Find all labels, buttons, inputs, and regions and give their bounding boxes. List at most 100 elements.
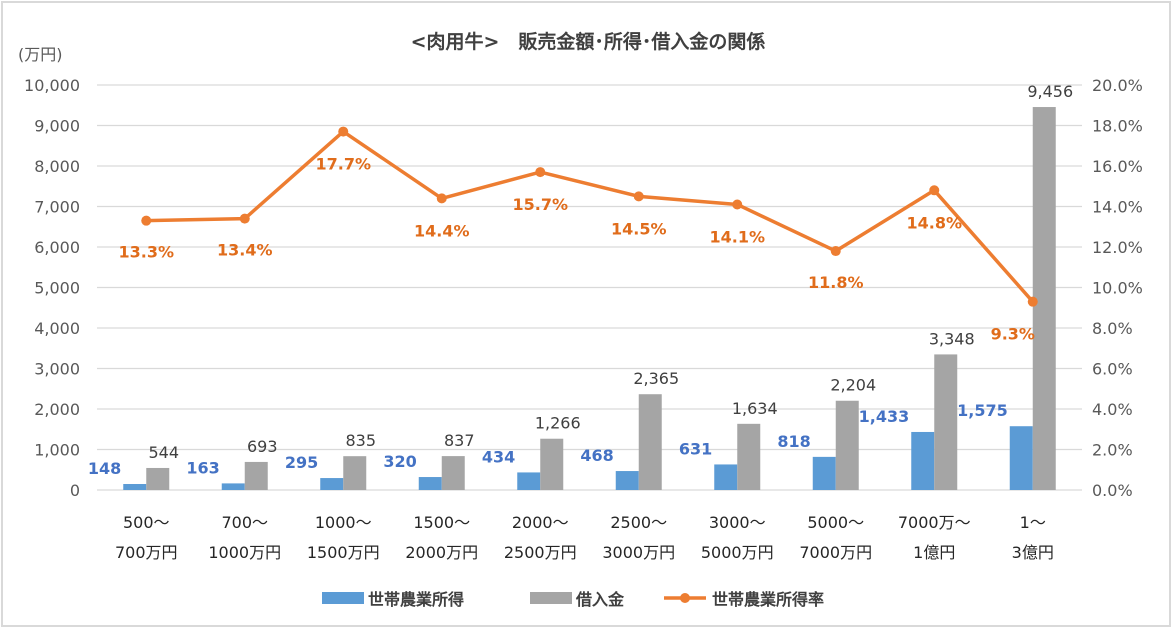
data-label-loan: 1,266 [535, 414, 581, 433]
data-label-income: 818 [777, 432, 810, 451]
data-label-loan: 3,348 [929, 329, 975, 348]
data-label-rate: 13.4% [217, 241, 273, 260]
x-tick-label: 3000万円 [602, 543, 675, 562]
x-tick-label: 2000万円 [405, 543, 478, 562]
y-tick-label: 8,000 [34, 157, 80, 176]
bar-loan [638, 394, 662, 490]
x-tick-label: 1000万円 [208, 543, 281, 562]
data-label-loan: 2,204 [830, 376, 876, 395]
data-label-income: 320 [383, 452, 416, 471]
line-point [141, 215, 152, 226]
x-tick-label: 2000～ [512, 513, 569, 532]
data-label-loan: 544 [148, 443, 179, 462]
x-tick-label: 7000万～ [898, 513, 971, 532]
line-point [732, 199, 743, 210]
bar-income [418, 477, 442, 490]
y2-tick-label: 20.0% [1092, 76, 1143, 95]
data-label-rate: 14.5% [611, 219, 667, 238]
y2-tick-label: 4.0% [1092, 400, 1133, 419]
x-tick-label: 2500万円 [504, 543, 577, 562]
bar-income [911, 431, 935, 490]
bar-income [221, 483, 245, 490]
y-tick-label: 3,000 [34, 360, 80, 379]
bar-loan [540, 438, 564, 490]
line-point [1027, 296, 1038, 307]
bar-loan [146, 467, 170, 490]
legend-label-loan: 借入金 [575, 590, 625, 609]
y-tick-label: 0 [70, 481, 80, 500]
x-tick-label: 1500～ [413, 513, 470, 532]
x-tick-label: 1000～ [315, 513, 372, 532]
legend-swatch-loan [530, 592, 572, 604]
y-tick-label: 9,000 [34, 117, 80, 136]
y2-tick-label: 12.0% [1092, 238, 1143, 257]
x-tick-label: 7000万円 [799, 543, 872, 562]
y-axis-unit: (万円) [18, 45, 63, 64]
data-label-rate: 17.7% [315, 155, 371, 174]
x-tick-label: 2500～ [610, 513, 667, 532]
y2-tick-label: 6.0% [1092, 360, 1133, 379]
bar-loan [441, 456, 465, 490]
x-tick-label: 3億円 [1012, 543, 1054, 562]
data-label-income: 148 [88, 459, 121, 478]
data-label-rate: 13.3% [118, 243, 174, 262]
legend-swatch-income [322, 592, 364, 604]
data-label-loan: 9,456 [1027, 82, 1073, 101]
y-tick-label: 10,000 [24, 76, 80, 95]
bar-loan [343, 456, 367, 490]
y-tick-label: 6,000 [34, 238, 80, 257]
line-point [338, 126, 349, 137]
x-tick-label: 5000～ [807, 513, 864, 532]
data-label-rate: 14.8% [906, 213, 962, 232]
data-label-loan: 2,365 [633, 369, 679, 388]
y-tick-label: 5,000 [34, 279, 80, 298]
bar-income [615, 471, 639, 490]
line-point [436, 193, 447, 204]
x-tick-label: 1億円 [913, 543, 955, 562]
x-tick-label: 700万円 [115, 543, 178, 562]
bar-loan [737, 423, 761, 490]
bar-income [123, 484, 147, 490]
data-label-rate: 9.3% [991, 325, 1035, 344]
bar-income [1009, 426, 1033, 490]
data-label-loan: 837 [444, 431, 475, 450]
y-tick-label: 7,000 [34, 198, 80, 217]
x-tick-label: 700～ [221, 513, 268, 532]
y-tick-label: 1,000 [34, 441, 80, 460]
data-label-income: 631 [679, 439, 712, 458]
line-point [830, 246, 841, 257]
y2-tick-label: 16.0% [1092, 157, 1143, 176]
line-point [239, 213, 250, 224]
data-label-income: 468 [580, 446, 613, 465]
data-label-loan: 835 [345, 431, 376, 450]
y-tick-label: 2,000 [34, 400, 80, 419]
x-tick-label: 5000万円 [701, 543, 774, 562]
y-tick-label: 4,000 [34, 319, 80, 338]
bar-income [714, 464, 738, 490]
x-tick-label: 3000～ [709, 513, 766, 532]
bar-income [517, 472, 541, 490]
data-label-rate: 15.7% [512, 195, 568, 214]
line-point [535, 167, 546, 178]
data-label-income: 163 [186, 458, 219, 477]
line-point [929, 185, 940, 196]
chart-title: <肉用牛> 販売金額･所得･借入金の関係 [411, 30, 766, 53]
legend-label-income: 世帯農業所得 [368, 590, 464, 609]
bar-loan [1032, 107, 1056, 491]
y2-tick-label: 0.0% [1092, 481, 1133, 500]
data-label-rate: 14.1% [709, 227, 765, 246]
data-label-income: 434 [482, 447, 515, 466]
legend-label-rate: 世帯農業所得率 [712, 590, 824, 609]
data-label-rate: 11.8% [808, 273, 864, 292]
y2-tick-label: 18.0% [1092, 117, 1143, 136]
y2-tick-label: 10.0% [1092, 279, 1143, 298]
y2-tick-label: 2.0% [1092, 441, 1133, 460]
line-point [633, 191, 644, 202]
bar-loan [934, 354, 958, 490]
data-label-loan: 1,634 [732, 399, 778, 418]
x-tick-label: 1～ [1020, 513, 1046, 532]
y2-tick-label: 14.0% [1092, 198, 1143, 217]
line-income-rate [146, 129, 1035, 303]
